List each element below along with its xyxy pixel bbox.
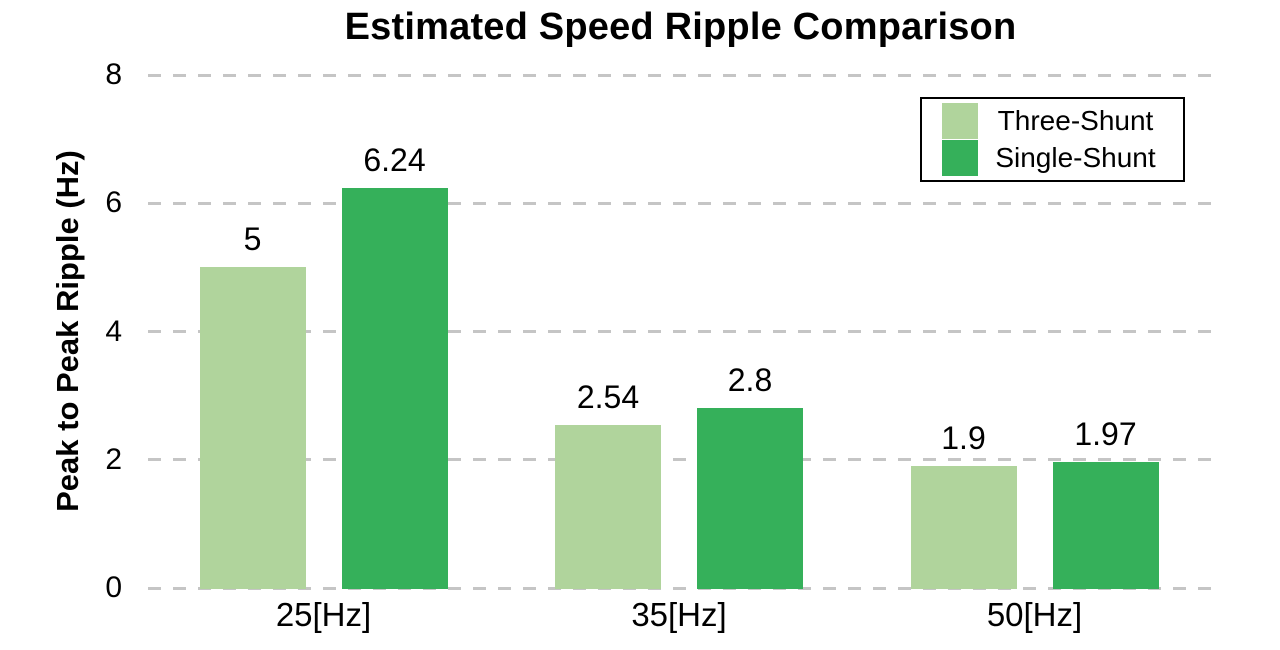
legend-item-three-shunt: Three-Shunt	[942, 103, 1173, 140]
bar-three-shunt-25[Hz]	[199, 267, 306, 589]
legend-label-single-shunt: Single-Shunt	[995, 141, 1156, 173]
bar-three-shunt-50[Hz]	[910, 466, 1017, 589]
x-tick-label-50[Hz]: 50[Hz]	[986, 596, 1083, 633]
legend-item-single-shunt: Single-Shunt	[942, 139, 1173, 176]
y-tick-label-2: 2	[105, 442, 122, 476]
value-label-three-shunt-25[Hz]: 5	[243, 221, 262, 258]
gridline-y-8	[148, 73, 1213, 77]
bar-single-shunt-35[Hz]	[697, 408, 803, 589]
x-tick-label-35[Hz]: 35[Hz]	[631, 596, 727, 633]
value-label-three-shunt-35[Hz]: 2.54	[576, 379, 640, 416]
chart-title: Estimated Speed Ripple Comparison	[344, 6, 1017, 48]
value-label-single-shunt-50[Hz]: 1.97	[1074, 415, 1137, 452]
legend-swatch-single-shunt	[942, 139, 978, 176]
value-label-single-shunt-35[Hz]: 2.8	[727, 362, 773, 399]
y-tick-label-8: 8	[105, 58, 122, 91]
bar-single-shunt-50[Hz]	[1052, 461, 1159, 589]
gridline-y-6	[148, 201, 1213, 205]
gridline-y-0	[148, 586, 1213, 590]
bar-single-shunt-25[Hz]	[341, 187, 448, 589]
value-label-single-shunt-25[Hz]: 6.24	[363, 141, 426, 178]
gridline-y-4	[148, 330, 1213, 333]
legend-label-three-shunt: Three-Shunt	[997, 105, 1154, 137]
legend-swatch-three-shunt	[942, 103, 978, 140]
legend: Three-Shunt Single-Shunt	[920, 97, 1185, 182]
x-tick-label-25[Hz]: 25[Hz]	[275, 596, 372, 633]
y-tick-label-0: 0	[105, 571, 122, 604]
y-tick-label-4: 4	[105, 314, 122, 348]
gridline-y-2	[148, 458, 1213, 462]
value-label-three-shunt-50[Hz]: 1.9	[941, 420, 986, 457]
y-tick-label-6: 6	[105, 186, 122, 220]
bar-three-shunt-35[Hz]	[555, 425, 661, 589]
